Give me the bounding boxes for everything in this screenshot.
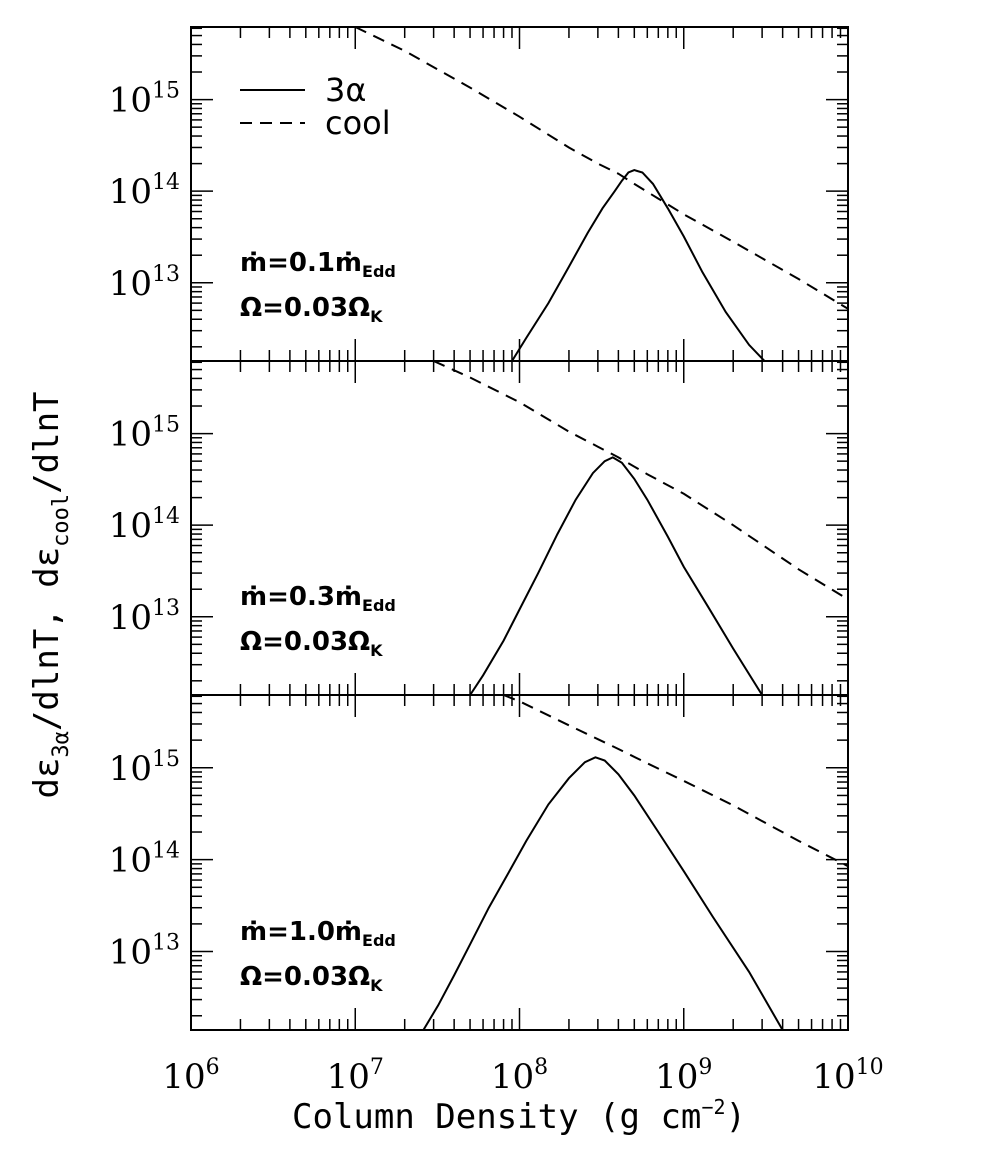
spin-label: Ω=0.03ΩK xyxy=(240,293,383,326)
cool-series-line xyxy=(433,361,848,601)
x-tick-label: 106 xyxy=(162,1055,219,1097)
y-tick-exp: 14 xyxy=(152,839,180,864)
spin-value: Ω=0.03Ω xyxy=(240,293,370,323)
spin-label: Ω=0.03ΩK xyxy=(240,627,383,660)
x-tick-label: 109 xyxy=(655,1055,712,1097)
y-tick-base: 10 xyxy=(109,933,152,973)
y-tick-base: 10 xyxy=(109,81,152,121)
accretion-rate-label: ṁ=0.1ṁEdd xyxy=(240,248,396,281)
accretion-rate-label: ṁ=0.3ṁEdd xyxy=(240,582,396,615)
triple-alpha-series-line xyxy=(422,756,784,1030)
y-tick-base: 10 xyxy=(109,415,152,455)
x-tick-exp: 6 xyxy=(206,1055,220,1080)
legend-label-2: cool xyxy=(325,104,391,142)
triple-alpha-series-line xyxy=(511,169,766,361)
y-axis-title: dε3α/dlnT, dεcool/dlnT xyxy=(27,391,74,798)
spin-value: Ω=0.03Ω xyxy=(240,627,370,657)
x-title-exp: −2 xyxy=(701,1095,725,1119)
accretion-rate-sub: Edd xyxy=(362,596,396,615)
spin-sub: K xyxy=(370,976,383,995)
x-axis-title: Column Density (g cm−2) xyxy=(292,1095,746,1137)
y-tick-base: 10 xyxy=(109,172,152,212)
x-tick-exp: 9 xyxy=(698,1055,712,1080)
cool-series-line xyxy=(503,695,848,868)
spin-value: Ω=0.03Ω xyxy=(240,962,370,992)
x-tick-exp: 7 xyxy=(370,1055,384,1080)
y-tick-label: 1014 xyxy=(109,170,180,212)
y-tick-exp: 15 xyxy=(152,747,180,772)
cool-series-line xyxy=(354,27,848,310)
accretion-rate-value: ṁ=1.0ṁ xyxy=(240,917,362,947)
y-tick-base: 10 xyxy=(109,506,152,546)
y-tick-label: 1013 xyxy=(109,931,180,973)
y-tick-label: 1015 xyxy=(109,413,180,455)
spin-label: Ω=0.03ΩK xyxy=(240,962,383,995)
y-tick-exp: 15 xyxy=(152,413,180,438)
y-tick-base: 10 xyxy=(109,749,152,789)
y-title-sub-2: cool xyxy=(49,494,74,547)
x-tick-base: 10 xyxy=(162,1057,205,1097)
y-tick-base: 10 xyxy=(109,264,152,304)
x-tick-exp: 8 xyxy=(534,1055,548,1080)
spin-sub: K xyxy=(370,307,383,326)
spin-sub: K xyxy=(370,641,383,660)
y-tick-label: 1015 xyxy=(109,747,180,789)
y-tick-exp: 14 xyxy=(152,504,180,529)
panels-layer: 101310141015ṁ=0.1ṁEddΩ=0.03ΩK10131014101… xyxy=(109,26,884,1097)
y-tick-exp: 15 xyxy=(152,79,180,104)
y-tick-label: 1014 xyxy=(109,504,180,546)
x-tick-base: 10 xyxy=(327,1057,370,1097)
legend-label-1: 3α xyxy=(325,71,366,109)
x-tick-base: 10 xyxy=(491,1057,534,1097)
accretion-rate-value: ṁ=0.1ṁ xyxy=(240,248,362,278)
y-tick-label: 1013 xyxy=(109,262,180,304)
y-title-sub-1: 3α xyxy=(49,731,74,758)
x-tick-label: 1010 xyxy=(812,1055,883,1097)
y-title-part-2: /dlnT, dε xyxy=(27,547,67,731)
y-title-part-3: /dlnT xyxy=(27,391,67,493)
y-tick-base: 10 xyxy=(109,598,152,638)
x-tick-exp: 10 xyxy=(856,1055,884,1080)
y-tick-exp: 14 xyxy=(152,170,180,195)
x-tick-label: 108 xyxy=(491,1055,548,1097)
y-title-part-1: dε xyxy=(27,758,67,799)
x-title-main: Column Density (g cm xyxy=(292,1097,701,1137)
accretion-rate-sub: Edd xyxy=(362,931,396,950)
x-tick-base: 10 xyxy=(812,1057,855,1097)
y-tick-base: 10 xyxy=(109,841,152,881)
accretion-rate-sub: Edd xyxy=(362,262,396,281)
y-tick-label: 1014 xyxy=(109,839,180,881)
x-tick-base: 10 xyxy=(655,1057,698,1097)
accretion-rate-label: ṁ=1.0ṁEdd xyxy=(240,917,396,950)
x-title-close: ) xyxy=(726,1097,746,1137)
y-tick-label: 1013 xyxy=(109,596,180,638)
y-tick-exp: 13 xyxy=(152,262,180,287)
y-tick-exp: 13 xyxy=(152,596,180,621)
y-tick-exp: 13 xyxy=(152,931,180,956)
x-tick-label: 107 xyxy=(327,1055,384,1097)
y-tick-label: 1015 xyxy=(109,79,180,121)
triple-alpha-series-line xyxy=(469,456,763,695)
accretion-rate-value: ṁ=0.3ṁ xyxy=(240,582,362,612)
